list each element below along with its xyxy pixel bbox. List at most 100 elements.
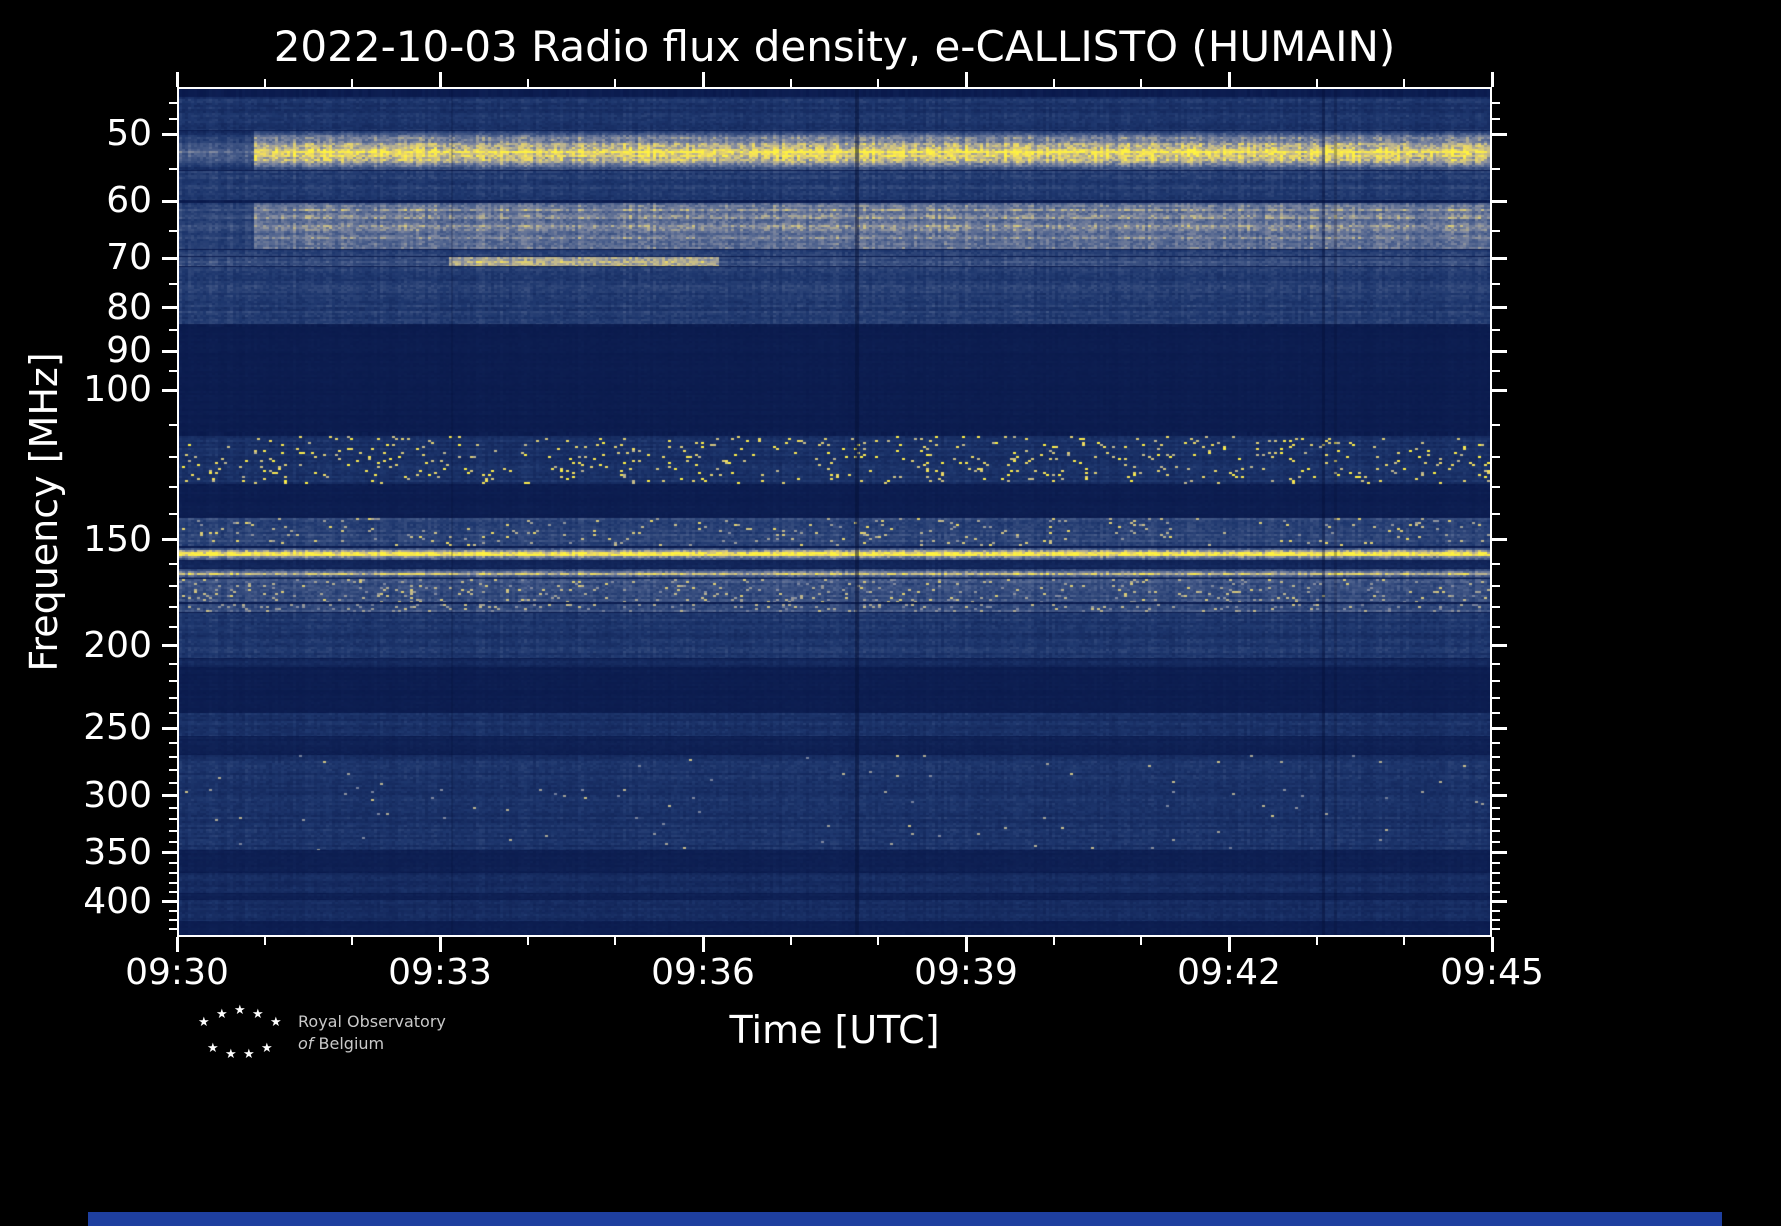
y-minor-tick-right <box>1492 782 1500 785</box>
y-minor-tick <box>169 513 177 516</box>
y-minor-tick <box>169 829 177 832</box>
x-minor-tick <box>789 937 792 945</box>
y-minor-tick <box>169 755 177 758</box>
x-major-tick-top <box>438 72 442 87</box>
logo-credit-line1: Royal Observatory <box>298 1012 446 1031</box>
y-major-tick <box>162 538 177 542</box>
logo-credit-of: of <box>298 1034 314 1053</box>
y-minor-tick <box>169 769 177 772</box>
y-minor-tick <box>169 840 177 843</box>
y-minor-tick <box>169 118 177 121</box>
y-minor-tick <box>169 861 177 864</box>
y-minor-tick-right <box>1492 696 1500 699</box>
x-major-tick-top <box>175 72 179 87</box>
y-minor-tick-right <box>1492 872 1500 875</box>
y-minor-tick-right <box>1492 918 1500 921</box>
y-major-tick-right <box>1492 726 1507 730</box>
x-minor-tick <box>263 937 266 945</box>
y-minor-tick <box>169 806 177 809</box>
y-minor-tick-right <box>1492 230 1500 233</box>
y-minor-tick <box>169 456 177 459</box>
y-tick-label: 250 <box>83 707 152 749</box>
star-icon: ★ <box>216 1007 228 1022</box>
y-minor-tick-right <box>1492 909 1500 912</box>
y-major-tick <box>162 306 177 310</box>
y-minor-tick-right <box>1492 818 1500 821</box>
x-minor-tick <box>1052 937 1055 945</box>
y-major-tick-right <box>1492 851 1507 855</box>
y-major-tick-right <box>1492 132 1507 136</box>
y-major-tick <box>162 644 177 648</box>
x-minor-tick-top <box>1403 79 1406 87</box>
x-minor-tick-top <box>614 79 617 87</box>
y-minor-tick-right <box>1492 927 1500 930</box>
spectrogram-canvas <box>179 89 1490 935</box>
y-major-tick <box>162 388 177 392</box>
star-icon: ★ <box>270 1015 282 1030</box>
y-major-tick-right <box>1492 256 1507 260</box>
y-major-tick <box>162 851 177 855</box>
x-tick-label: 09:30 <box>125 952 229 993</box>
star-icon: ★ <box>252 1007 264 1022</box>
y-major-tick <box>162 726 177 730</box>
y-minor-tick-right <box>1492 626 1500 628</box>
star-icon: ★ <box>261 1041 273 1056</box>
y-major-tick-right <box>1492 644 1507 648</box>
y-minor-tick-right <box>1492 606 1500 609</box>
x-major-tick <box>964 937 968 952</box>
y-minor-tick <box>169 662 177 665</box>
y-minor-tick-right <box>1492 680 1500 683</box>
y-minor-tick <box>169 782 177 785</box>
x-major-tick-top <box>964 72 968 87</box>
y-major-tick-right <box>1492 199 1507 203</box>
x-minor-tick <box>1315 937 1318 945</box>
x-minor-tick-top <box>877 79 880 87</box>
x-minor-tick-top <box>526 79 529 87</box>
y-minor-tick-right <box>1492 755 1500 758</box>
x-minor-tick-top <box>789 79 792 87</box>
y-major-tick <box>162 132 177 136</box>
y-major-tick-right <box>1492 794 1507 798</box>
y-minor-tick-right <box>1492 584 1500 587</box>
star-icon: ★ <box>234 1003 246 1018</box>
rob-logo: ★ ★ ★ ★ ★ ★ ★ ★ ★ Royal Observatory of B… <box>190 1002 490 1072</box>
y-minor-tick-right <box>1492 118 1500 121</box>
y-tick-label: 50 <box>106 113 152 155</box>
y-tick-label: 200 <box>83 624 152 666</box>
y-major-tick-right <box>1492 388 1507 392</box>
y-minor-tick-right <box>1492 806 1500 809</box>
y-minor-tick-right <box>1492 881 1500 884</box>
y-tick-label: 350 <box>83 831 152 873</box>
y-minor-tick <box>169 818 177 821</box>
y-minor-tick-right <box>1492 370 1500 373</box>
x-minor-tick-top <box>1052 79 1055 87</box>
y-major-tick <box>162 794 177 798</box>
x-minor-tick-top <box>1315 79 1318 87</box>
x-minor-tick <box>526 937 529 945</box>
x-tick-label: 09:33 <box>388 952 492 993</box>
y-minor-tick <box>169 329 177 332</box>
y-tick-label: 90 <box>106 330 152 372</box>
y-minor-tick <box>169 606 177 609</box>
x-tick-label: 09:39 <box>914 952 1018 993</box>
x-major-tick <box>1490 937 1494 952</box>
x-minor-tick <box>1403 937 1406 945</box>
y-minor-tick <box>169 696 177 699</box>
x-minor-tick-top <box>263 79 266 87</box>
y-major-tick <box>162 900 177 904</box>
logo-credit-line2: of Belgium <box>298 1034 384 1054</box>
y-minor-tick-right <box>1492 712 1500 715</box>
y-minor-tick-right <box>1492 662 1500 665</box>
y-minor-tick-right <box>1492 829 1500 832</box>
x-axis-label: Time [UTC] <box>729 1008 940 1052</box>
y-minor-tick <box>169 741 177 744</box>
x-major-tick <box>701 937 705 952</box>
y-minor-tick <box>169 584 177 587</box>
y-minor-tick <box>169 909 177 912</box>
y-major-tick <box>162 199 177 203</box>
y-minor-tick-right <box>1492 456 1500 459</box>
y-minor-tick <box>169 370 177 373</box>
y-minor-tick-right <box>1492 861 1500 864</box>
x-minor-tick <box>1140 937 1143 945</box>
x-minor-tick <box>351 937 354 945</box>
